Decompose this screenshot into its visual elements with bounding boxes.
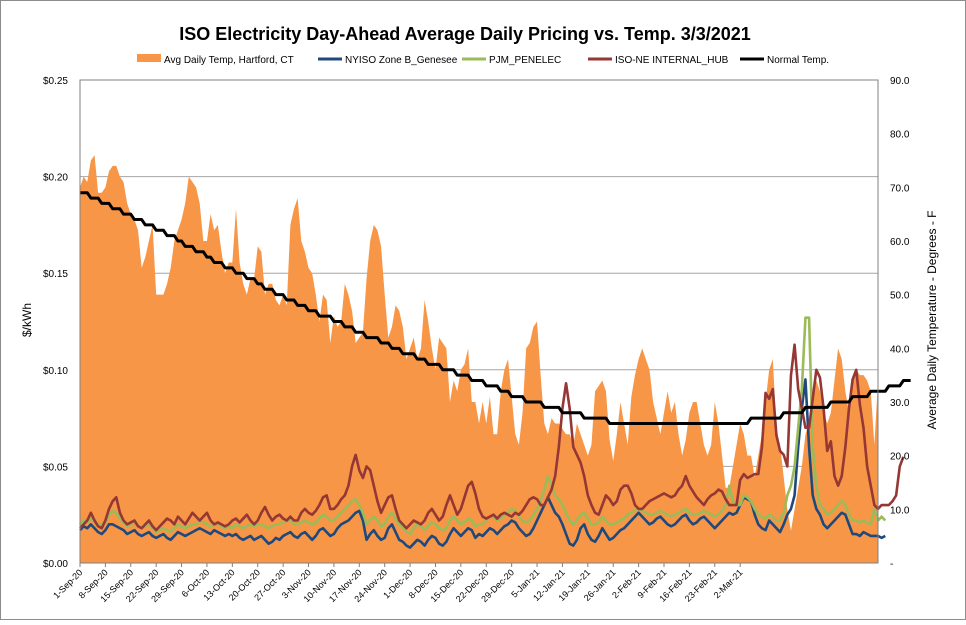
legend-item: PJM_PENELEC — [462, 55, 561, 66]
plot-border — [79, 79, 879, 564]
y-tick-label: $0.05 — [43, 462, 68, 473]
y2-tick-label: 40.0 — [890, 344, 910, 355]
legend-item: Normal Temp. — [740, 55, 829, 66]
y-tick-label: $0.25 — [43, 76, 68, 87]
y-axis-label: $/kWh — [20, 303, 34, 337]
series-area-avg-daily-temp-hartford-ct — [80, 155, 878, 563]
y2-tick-label: 60.0 — [890, 237, 910, 248]
y2-tick-label: 90.0 — [890, 76, 910, 87]
y2-tick-label: 20.0 — [890, 452, 910, 463]
y2-tick-label: 70.0 — [890, 183, 910, 194]
plot-area — [79, 155, 911, 563]
y2-tick-label: 80.0 — [890, 130, 910, 141]
y-tick-label: $0.00 — [43, 559, 68, 570]
y2-tick-label: - — [890, 559, 893, 570]
legend-label: Avg Daily Temp, Hartford, CT — [164, 55, 294, 66]
legend-item: ISO-NE INTERNAL_HUB — [588, 55, 729, 66]
series-line-normal-temp — [80, 191, 911, 425]
y-tick-label: $0.15 — [43, 269, 68, 280]
chart-title: ISO Electricity Day-Ahead Average Daily … — [179, 24, 751, 44]
legend-label: ISO-NE INTERNAL_HUB — [615, 55, 729, 66]
legend-item: NYISO Zone B_Genesee — [318, 55, 458, 66]
legend-label: NYISO Zone B_Genesee — [345, 55, 458, 66]
y2-tick-label: 30.0 — [890, 398, 910, 409]
legend-label: Normal Temp. — [767, 55, 829, 66]
y2-tick-label: 50.0 — [890, 291, 910, 302]
legend-label: PJM_PENELEC — [489, 55, 561, 66]
y2-tick-label: 10.0 — [890, 505, 910, 516]
y-tick-label: $0.20 — [43, 173, 68, 184]
series-line-iso-ne-internal-hub — [79, 343, 905, 532]
legend: Avg Daily Temp, Hartford, CT NYISO Zone B… — [137, 54, 829, 66]
y2-axis-label: Average Daily Temperature - Degrees - F — [925, 211, 939, 430]
y-tick-label: $0.10 — [43, 366, 68, 377]
legend-swatch — [137, 54, 161, 62]
legend-item: Avg Daily Temp, Hartford, CT — [137, 54, 294, 66]
